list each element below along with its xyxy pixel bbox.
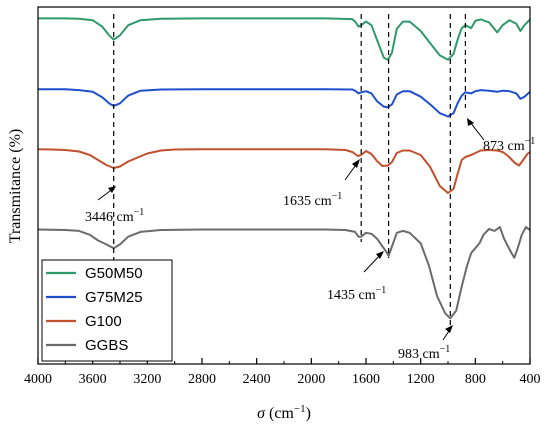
arrow-1635 [344,159,360,181]
legend-label-ggbs: GGBS [85,337,128,354]
series-line-g100 [37,148,531,194]
annotation-873: 873 cm−1 [483,136,535,154]
annotation-983: 983 cm−1 [398,344,450,362]
annotations: 3446 cm−1 1635 cm−1 1435 cm−1 983 cm−1 8… [85,118,535,362]
y-axis-title: Transmitance (%) [7,129,24,244]
x-tick-label-2800: 2800 [188,372,216,387]
legend-label-g100: G100 [85,313,122,330]
x-tick-label-1200: 1200 [407,372,435,387]
series-layer [37,17,531,320]
x-axis-title: σ (cm−1) [257,403,311,422]
x-tick-label-3200: 3200 [133,372,161,387]
annotation-3446: 3446 cm−1 [85,207,144,225]
x-tick-label-4000: 4000 [24,372,52,387]
legend-label-g50m50: G50M50 [85,265,143,282]
series-line-g50m50 [38,17,531,61]
arrow-983 [442,325,453,341]
legend-label-g75m25: G75M25 [85,289,143,306]
x-tick-label-1600: 1600 [352,372,380,387]
legend: G50M50 G75M25 G100 GGBS [41,259,173,362]
arrow-1435 [363,251,384,273]
x-tick-label-400: 400 [520,372,541,387]
x-tick-label-2400: 2400 [243,372,271,387]
series-line-ggbs [37,226,531,320]
annotation-1435: 1435 cm−1 [327,285,386,303]
annotation-1635: 1635 cm−1 [283,191,342,209]
arrow-873 [467,118,485,141]
x-tick-label-3600: 3600 [79,372,107,387]
x-tick-label-2000: 2000 [297,372,325,387]
arrow-3446 [97,186,116,201]
x-tick-label-800: 800 [465,372,486,387]
x-axis-ticks: 4000 3600 3200 2800 2400 2000 1600 1200 800 400 [24,358,541,387]
series-line-g75m25 [38,88,531,118]
